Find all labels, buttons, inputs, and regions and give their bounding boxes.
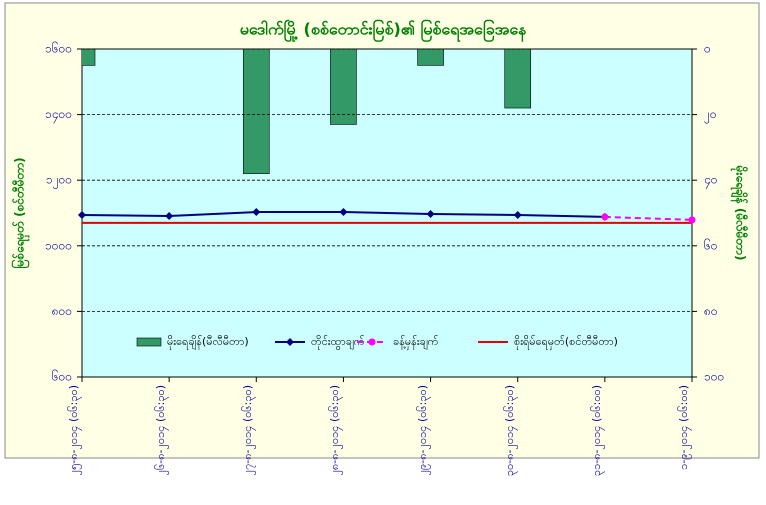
marker <box>688 216 696 224</box>
bar <box>504 49 532 109</box>
legend-label: စိုးရိမ်ရေမှတ်(စင်တီမီတာ) <box>514 335 618 350</box>
x-tick-label: ၃၁-၈-၂၀၁၄ (၀၆:၀၀) <box>589 385 603 477</box>
y-tick-label: ၁၆၀၀ <box>45 41 72 56</box>
y2-tick-label: ၈၀ <box>704 304 718 318</box>
x-tick-label: ၂၈-၈-၂၀၁၄ (၀၆:၃၀) <box>328 385 342 476</box>
y-tick-label: ၁၀၀၀ <box>45 238 72 252</box>
marker <box>513 210 522 219</box>
y-tick-label: ၈၀၀ <box>52 304 72 318</box>
chart: မဒေါက်မြို့ (စစ်တောင်းမြစ်)၏ မြစ်ရေအခြေအ… <box>4 2 760 459</box>
y-tick-label: ၁၂၀၀ <box>46 173 72 190</box>
x-tick-label: ၃၀-၈-၂၀၁၄ (၀၆:၃၀) <box>502 385 516 477</box>
y2-tick-label: ၀ <box>704 42 711 56</box>
y-tick-label: ၁၄၀၀ <box>45 107 72 124</box>
x-tick-label: ၁-၉-၂၀၁၄ (၀၆:၀၀) <box>677 385 690 470</box>
legend-label: ခန့်မှန်းချက် <box>393 335 439 350</box>
bar <box>242 49 270 174</box>
y2-tick-label: ၁၀၀ <box>704 370 724 384</box>
chart-container: မဒေါက်မြို့ (စစ်တောင်းမြစ်)၏ မြစ်ရေအခြေအ… <box>4 2 760 476</box>
legend-swatch <box>136 337 162 347</box>
marker <box>78 210 86 219</box>
x-tick-label: ၂၉-၈-၂၀၁၄ (၀၆:၃၀) <box>415 385 429 476</box>
bar <box>82 49 96 66</box>
y2-tick-label: ၆၀ <box>704 237 718 252</box>
legend-marker <box>286 338 294 346</box>
y-axis-title: မြစ်ရေမှတ် (စင်တီမီတာ) <box>10 157 31 268</box>
x-tick-label: ၂၅-၈-၂၀၁၄ (၀၆:၃၀) <box>67 385 80 476</box>
x-tick-label: ၂၇-၈-၂၀၁၄ (၀၆:၃၀) <box>241 385 255 476</box>
marker <box>339 208 348 217</box>
line <box>604 215 692 221</box>
marker <box>426 209 435 218</box>
bar <box>417 49 444 66</box>
x-tick-label: ၂၆-၈-၂၀၁၄ (၀၆:၃၀) <box>154 385 168 476</box>
y2-axis-title: မိုးရေချိန် (မီလီမီတာ) <box>730 165 750 261</box>
marker <box>601 213 609 221</box>
marker <box>165 211 174 220</box>
y2-tick-label: ၄၀ <box>704 173 718 190</box>
y-tick-label: ၆၀၀ <box>52 369 72 384</box>
legend-label: မိုးရေချိန်(မီလီမီတာ) <box>167 335 249 350</box>
legend-marker <box>368 338 376 346</box>
legend-label: တိုင်းထွာချက် <box>311 335 365 350</box>
y2-tick-label: ၂၀ <box>704 107 717 124</box>
bar <box>330 49 357 125</box>
marker <box>252 208 261 217</box>
